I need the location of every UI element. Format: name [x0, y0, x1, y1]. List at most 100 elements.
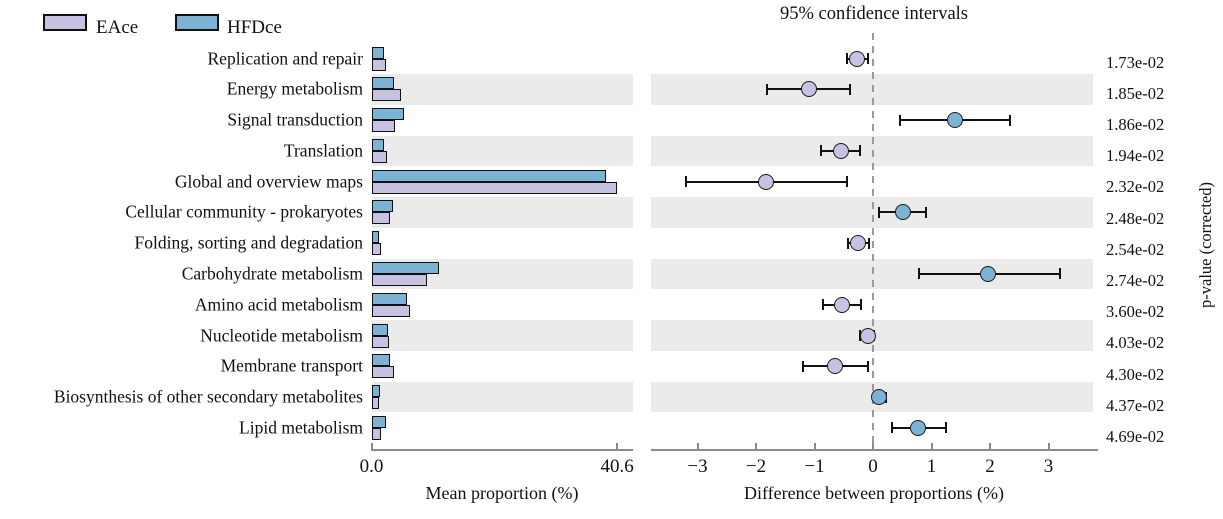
row-band-left: [371, 320, 633, 351]
left-tick-label: 0.0: [359, 456, 384, 477]
bar-hfdce: [371, 385, 380, 398]
right-tick-label: 3: [1043, 456, 1054, 477]
errorbar-cap-left: [846, 237, 849, 249]
errorbar-cap-left: [765, 83, 768, 95]
bar-hfdce: [371, 415, 387, 428]
diff-dot: [849, 235, 866, 252]
bar-eace: [371, 150, 387, 163]
pvalue-text: 2.48e-02: [1106, 208, 1165, 228]
bar-hfdce: [371, 77, 395, 90]
category-label: Global and overview maps: [174, 171, 363, 192]
category-label: Amino acid metabolism: [194, 294, 363, 315]
right-axis-tick: [872, 443, 874, 449]
category-label: Translation: [283, 140, 363, 161]
category-label: Energy metabolism: [226, 78, 363, 99]
left-axis-line: [370, 449, 633, 451]
category-label: Biosynthesis of other secondary metaboli…: [53, 386, 363, 407]
category-label: Cellular community - prokaryotes: [125, 201, 363, 222]
category-label: Nucleotide metabolism: [200, 325, 363, 345]
diff-dot: [800, 81, 817, 98]
diff-dot: [946, 112, 963, 129]
bar-eace: [371, 212, 390, 225]
right-tick-label: −2: [745, 456, 767, 477]
right-tick-label: −3: [687, 456, 708, 477]
errorbar-cap-left: [845, 53, 848, 65]
legend-swatch-eace: [43, 14, 87, 31]
bar-eace: [371, 89, 402, 102]
errorbar-cap-left: [819, 145, 822, 157]
right-axis-line: [651, 449, 1098, 451]
right-tick-label: 0: [868, 456, 878, 477]
errorbar-cap-right: [924, 206, 927, 218]
bar-eace: [371, 181, 618, 194]
right-axis-tick: [755, 443, 757, 449]
diff-dot: [826, 358, 843, 375]
bar-eace: [371, 366, 394, 379]
zero-dashed-line: [872, 33, 874, 449]
bar-hfdce: [371, 200, 393, 213]
right-tick-label: 1: [926, 456, 937, 477]
errorbar-cap-right: [1058, 268, 1061, 280]
errorbar-cap-right: [868, 237, 871, 249]
bar-hfdce: [371, 354, 390, 367]
pvalue-text: 2.32e-02: [1106, 177, 1165, 197]
bar-hfdce: [371, 46, 385, 59]
errorbar-cap-left: [899, 114, 902, 126]
pvalue-axis-label: p-value (corrected): [1196, 182, 1215, 308]
diff-dot: [910, 419, 927, 436]
errorbar-cap-left: [890, 422, 893, 434]
pvalue-text: 1.73e-02: [1106, 52, 1165, 72]
legend-label-eace: EAce: [96, 17, 139, 38]
pvalue-text: 3.60e-02: [1106, 302, 1165, 322]
left-axis-tick: [616, 443, 619, 449]
pvalue-text: 2.74e-02: [1106, 270, 1165, 290]
category-label: Folding, sorting and degradation: [134, 232, 363, 253]
diff-dot: [859, 327, 876, 344]
left-axis-title: Mean proportion (%): [425, 483, 579, 503]
errorbar-cap-left: [821, 299, 824, 311]
bar-hfdce: [371, 169, 607, 182]
errorbar-cap-left: [918, 268, 921, 280]
bar-hfdce: [371, 138, 384, 151]
pvalue-text: 4.69e-02: [1106, 426, 1165, 446]
pvalue-text: 2.54e-02: [1106, 239, 1165, 259]
row-band-left: [371, 197, 633, 228]
diff-dot: [871, 389, 888, 406]
pvalue-text: 1.85e-02: [1106, 83, 1165, 103]
row-band-left: [371, 135, 633, 167]
left-tick-label: 40.6: [600, 456, 634, 477]
diff-dot: [757, 173, 774, 190]
legend-swatch-hfdce: [175, 14, 219, 31]
diff-dot: [895, 204, 912, 221]
right-axis-title: Difference between proportions (%): [743, 483, 1005, 503]
category-label: Signal transduction: [227, 109, 363, 130]
bar-hfdce: [371, 323, 389, 336]
left-axis-tick: [370, 443, 373, 449]
bar-hfdce: [371, 261, 439, 274]
bar-hfdce: [371, 231, 379, 244]
right-tick-label: −1: [804, 456, 825, 477]
right-axis-tick: [696, 443, 699, 449]
bar-eace: [371, 397, 380, 410]
errorbar-cap-right: [859, 145, 862, 157]
diff-dot: [832, 142, 849, 159]
legend-label-hfdce: HFDce: [227, 17, 282, 38]
right-axis-tick: [930, 443, 933, 449]
pvalue-text: 4.03e-02: [1106, 333, 1165, 353]
pvalue-text: 4.30e-02: [1106, 364, 1165, 384]
bar-hfdce: [371, 292, 407, 305]
category-label: Carbohydrate metabolism: [181, 263, 363, 284]
errorbar-cap-left: [878, 206, 881, 218]
category-label: Lipid metabolism: [239, 417, 363, 438]
diff-dot: [848, 50, 865, 67]
bar-eace: [371, 120, 396, 133]
pvalue-text: 1.94e-02: [1106, 146, 1165, 166]
right-tick-label: 2: [985, 456, 995, 477]
right-axis-tick: [1047, 443, 1050, 449]
errorbar-cap-right: [845, 176, 848, 188]
errorbar-cap-right: [859, 299, 862, 311]
bar-eace: [371, 58, 387, 71]
errorbar-cap-left: [684, 176, 687, 188]
